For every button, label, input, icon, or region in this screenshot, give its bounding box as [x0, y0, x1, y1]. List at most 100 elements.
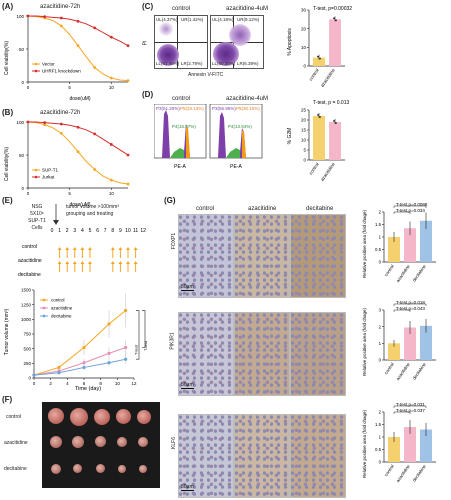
data-point — [76, 150, 80, 154]
panel-c-barchart: 0 10 20 30 control azacitidine T-test, p=0.00… — [287, 6, 352, 88]
day-label: 6 — [96, 228, 99, 234]
x-tick-label: decitabine — [411, 263, 427, 282]
y-tick-label: 1250 — [21, 302, 32, 307]
bar — [404, 427, 416, 462]
day-label: 3 — [73, 228, 76, 234]
x-tick-label: decitabine — [411, 463, 427, 482]
quad-lr: LR(2.79%) — [181, 61, 203, 66]
data-point — [333, 17, 335, 20]
y-tick-label: 30 — [301, 8, 307, 13]
y-tick-label: 100 — [16, 120, 24, 125]
panel-d-histograms: P3(51.20%) P5(33.13%) P4(16.07%) P3(55.9… — [154, 104, 263, 170]
significance-bracket — [393, 303, 427, 306]
x-tick-label: azacitidine — [395, 463, 411, 483]
ihc-row-klf6: KLF6 — [170, 437, 177, 449]
bar — [404, 228, 416, 262]
panel-c-col-azacitidine: azacitidine-4uM — [226, 6, 269, 12]
legend-label: UHRF1 knockdown — [42, 69, 81, 74]
x-tick-label: 8 — [99, 381, 102, 386]
x-tick-label: azacitidine — [320, 67, 337, 88]
bracket-label: T-test — [134, 344, 139, 355]
bar — [329, 19, 341, 66]
x-tick-label: 5 — [68, 191, 71, 196]
y-tick-label: 50 — [19, 47, 25, 52]
legend-label: decitabine — [51, 314, 72, 319]
dose-arrow-head — [80, 261, 85, 264]
panel-g-chart-pik3r1: 0 1 2 3 control azacitidine decitabine Relativ… — [362, 300, 436, 381]
legend-marker — [34, 168, 38, 172]
data-point — [26, 14, 30, 18]
ihc-row-pik3r1: PIK3R1 — [169, 332, 176, 350]
panel-label-b: (B) — [2, 108, 14, 117]
ihc-col-azacitidine: azacitidine — [248, 206, 277, 212]
bar — [388, 237, 400, 262]
panel-c-col-control: control — [172, 6, 191, 12]
quad-ll: LL(80.30%) — [212, 61, 236, 66]
day-label: 12 — [140, 228, 146, 234]
panel-a-title: azacitidine-72h — [40, 4, 81, 10]
y-tick-label: 0 — [303, 158, 306, 163]
quad-ul: UL(4.37%) — [156, 17, 178, 22]
day-label: 10 — [125, 228, 131, 234]
bar — [329, 122, 341, 160]
panel-g-chart-foxp1: 0 0.5 1 1.5 2 control azacitidine decitabine Re… — [362, 202, 436, 283]
x-tick-label: 2 — [49, 381, 52, 386]
day-label: 1 — [58, 228, 61, 234]
gate-p3: P3(51.20%) — [156, 106, 180, 111]
bar — [420, 429, 432, 462]
dose-arrow-head — [72, 247, 77, 250]
data-point — [126, 182, 130, 186]
x-tick-label: 10 — [109, 191, 115, 196]
data-point — [126, 79, 130, 83]
gate-p3: P3(55.96%) — [212, 106, 236, 111]
ihc-image — [234, 414, 290, 498]
x-tick-label: 0 — [27, 191, 30, 196]
dose-arrow-head — [88, 261, 92, 264]
y-tick-label: 2 — [379, 410, 382, 415]
data-point — [109, 35, 113, 39]
panel-a-xlabel: dose(uM) — [69, 96, 90, 102]
quad-ur: UR(9.12%) — [237, 17, 260, 22]
panel-c-stat: T-test, p=0.00032 — [313, 6, 352, 12]
y-tick-label: 500 — [23, 346, 31, 351]
panel-d-barchart: 0 5 10 15 20 25 control azacitidine T-test, p =… — [287, 100, 349, 182]
histogram-control: P3(51.20%) P5(33.13%) P4(16.07%) — [154, 104, 207, 159]
tumor-row-control: control — [6, 414, 22, 420]
y-tick-label: 1 — [379, 235, 382, 240]
data-point — [93, 26, 97, 30]
bar — [388, 437, 400, 462]
panel-g-chart-klf6: 0 0.5 1 1.5 2 control azacitidine decitabine Re… — [362, 402, 436, 483]
bar — [404, 327, 416, 360]
legend-marker — [42, 314, 46, 318]
y-tick-label: 750 — [23, 332, 31, 337]
panel-g-ylabel: Relative positive area (fold chage) — [362, 409, 367, 478]
stat-2: T-test,p=0.034 — [396, 208, 425, 213]
gate-p4: P4(16.07%) — [172, 124, 196, 129]
data-point — [317, 114, 319, 116]
stat-1: T-test,p=0.031 — [396, 402, 425, 407]
ihc-row-foxp1: FOXP1 — [171, 232, 178, 250]
day-label: 9 — [119, 228, 122, 234]
panel-d-col-azacitidine: azacitidine-4uM — [226, 96, 269, 102]
day-label: 5 — [89, 228, 92, 234]
data-point — [333, 120, 335, 122]
dose-arrow-head — [133, 247, 138, 250]
data-point — [317, 55, 319, 58]
flow-plot-control: UL(4.37%) UR(1.42%) LL(91.46%) LR(2.79%) — [154, 15, 208, 69]
y-tick-label: 250 — [23, 361, 31, 366]
data-point — [319, 57, 321, 60]
x-tick-label: 0 — [33, 381, 36, 386]
x-tick-label: control — [383, 362, 395, 375]
day-label: 0 — [51, 228, 54, 234]
bar — [420, 325, 432, 360]
y-tick-label: 1500 — [21, 288, 32, 293]
x-tick-label: control — [383, 264, 395, 277]
y-tick-label: 0 — [28, 376, 31, 381]
data-point — [107, 322, 111, 326]
histogram-azacitidine: P3(55.96%) P5(30.10%) P4(13.94%) — [209, 104, 263, 159]
y-tick-label: 1.5 — [375, 222, 382, 227]
data-point — [126, 153, 130, 157]
treatment-schedule: 0 1 2 3 4 5 6 7 8 9 10 11 12 control azacitidine dec… — [18, 204, 146, 278]
panel-e-xlabel: Time (day) — [75, 386, 101, 392]
y-tick-label: 20 — [301, 26, 307, 31]
